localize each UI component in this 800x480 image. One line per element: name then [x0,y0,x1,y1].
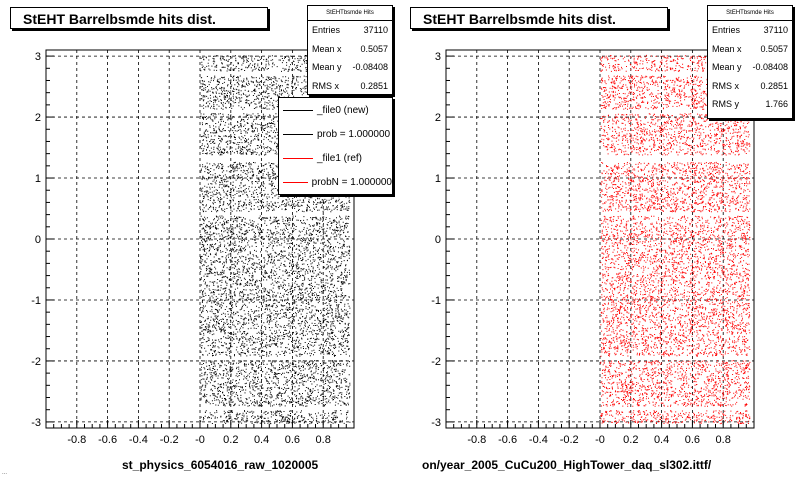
y-tick-label: 0 [435,234,441,246]
stats-row-entries: Entries 37110 [708,21,792,40]
x-axis: -0.8 -0.6 -0.4 -0.2 -0 0.2 0.4 0.6 0.8 [445,420,755,446]
legend-label: probN = 1.000000 [311,176,392,188]
x-tick-label: 0.2 [623,434,638,446]
corner-tiny-text: ... [2,470,8,476]
legend-entry: prob = 1.000000 [279,122,392,146]
y-tick-label: -2 [31,356,41,368]
stats-value: -0.08408 [752,62,788,72]
stats-title: StEHTbsmde Hits [308,6,392,21]
left-file-label: st_physics_6054016_raw_1020005 [122,458,319,472]
y-tick-label: 3 [435,51,441,63]
y-tick-label: 1 [435,173,441,185]
stats-value: 0.2851 [760,80,788,91]
stats-row-mean-x: Mean x 0.5057 [708,40,792,59]
stats-label: Mean y [712,62,742,72]
stats-value: 1.766 [765,99,788,109]
x-axis: -0.8 -0.6 -0.4 -0.2 -0 0.2 0.4 0.6 0.8 [45,420,355,446]
stats-row-rms-x: RMS x 0.2851 [308,77,392,96]
stats-row-mean-y: Mean y -0.08408 [708,58,792,77]
stats-label: RMS x [712,80,739,91]
y-tick-label: 2 [35,112,41,124]
x-tick-label: 0.4 [254,434,269,446]
y-tick-label: -3 [431,417,441,429]
stats-label: Mean y [312,62,342,72]
right-plot-panel: -0.8 -0.6 -0.4 -0.2 -0 0.2 0.4 0.6 0.8 -3 -2 -1 0 1 2 3 [431,49,755,446]
x-tick-label: -0 [595,434,605,446]
legend-label: _file0 (new) [317,104,369,116]
scatter-point-cloud [600,54,751,425]
stats-label: RMS y [712,99,739,109]
stats-label: Entries [312,25,341,35]
y-tick-label: -1 [431,295,441,307]
y-tick-label: 0 [35,234,41,246]
stats-value: 0.5057 [360,43,388,54]
x-tick-label: 0.8 [316,434,331,446]
x-tick-label: -0.6 [498,434,517,446]
stats-label: Mean x [712,43,742,54]
x-tick-label: -0.4 [129,434,148,446]
legend-label: prob = 1.000000 [317,128,391,140]
left-stats-box: StEHTbsmde Hits Entries 37110 Mean x 0.5… [307,5,393,95]
x-tick-label: -0.2 [560,434,579,446]
legend-entry: probN = 1.000000 [279,170,392,194]
x-tick-label: 0.4 [654,434,669,446]
x-tick-label: -0 [195,434,205,446]
stats-label: RMS x [312,80,339,91]
stats-value: -0.08408 [352,62,388,72]
stats-title: StEHTbsmde Hits [708,6,792,21]
stats-value: 0.5057 [760,43,788,54]
stats-value: 0.2851 [360,80,388,91]
y-tick-label: -3 [31,417,41,429]
x-tick-label: -0.2 [160,434,179,446]
legend-line [283,133,313,135]
y-axis: -3 -2 -1 0 1 2 3 [31,51,54,429]
y-tick-label: 3 [35,51,41,63]
x-tick-label: -0.8 [467,434,486,446]
y-tick-label: 2 [435,112,441,124]
left-legend-box: _file0 (new) prob = 1.000000 _file1 (ref… [278,97,393,195]
right-plot-title: StEHT Barrelbsmde hits dist. [410,7,668,29]
stats-value: 37110 [363,25,388,35]
right-stats-box: StEHTbsmde Hits Entries 37110 Mean x 0.5… [707,5,793,119]
x-tick-label: 0.6 [685,434,700,446]
x-tick-label: 0.8 [716,434,731,446]
left-plot-title: StEHT Barrelbsmde hits dist. [10,7,268,29]
x-tick-label: -0.8 [67,434,86,446]
stats-row-mean-x: Mean x 0.5057 [308,40,392,59]
legend-entry: _file0 (new) [279,98,392,122]
stats-row-mean-y: Mean y -0.08408 [308,58,392,77]
x-tick-label: 0.6 [285,434,300,446]
legend-line [283,109,313,111]
y-tick-label: -1 [31,295,41,307]
x-tick-label: -0.6 [98,434,117,446]
x-tick-label: 0.2 [223,434,238,446]
y-axis: -3 -2 -1 0 1 2 3 [431,51,454,429]
legend-entry: _file1 (ref) [279,146,392,170]
stats-label: Entries [712,25,741,35]
legend-line [283,157,313,159]
stats-value: 37110 [763,25,788,35]
legend-label: _file1 (ref) [317,152,363,164]
stats-row-rms-y: RMS y 1.766 [708,95,792,114]
stats-row-entries: Entries 37110 [308,21,392,40]
scatter-points [600,54,751,425]
stats-label: Mean x [312,43,342,54]
y-tick-label: -2 [431,356,441,368]
right-file-label: on/year_2005_CuCu200_HighTower_daq_sl302… [422,458,712,472]
y-tick-label: 1 [35,173,41,185]
stats-row-rms-x: RMS x 0.2851 [708,77,792,96]
legend-line [283,181,308,183]
x-tick-label: -0.4 [529,434,548,446]
